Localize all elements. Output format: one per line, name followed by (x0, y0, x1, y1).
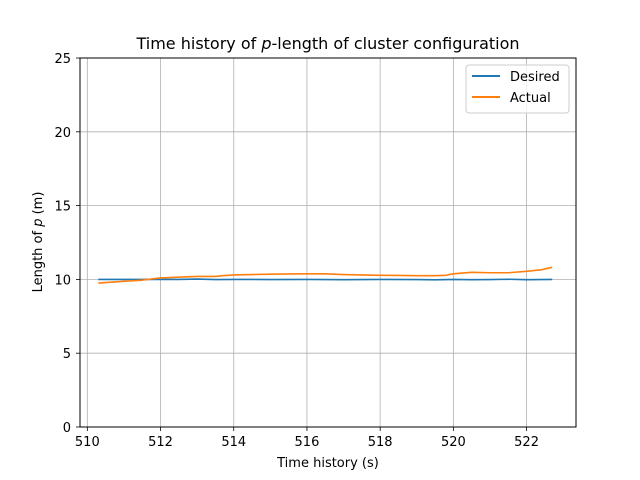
x-axis-label: Time history (s) (276, 456, 379, 471)
y-axis-label: Length of p (m) (31, 192, 46, 293)
y-tick-label: 20 (54, 126, 71, 141)
series-line-actual (98, 266, 553, 284)
y-tick-label: 0 (63, 421, 71, 436)
y-tick-label: 10 (54, 273, 71, 288)
x-tick-label: 512 (148, 435, 173, 450)
series-layer (98, 266, 553, 284)
legend: Desired Actual (465, 64, 570, 114)
x-tick-label: 516 (295, 435, 320, 450)
x-tick-label: 518 (368, 435, 393, 450)
x-tick-label: 514 (221, 435, 246, 450)
y-tick-label: 5 (63, 347, 71, 362)
plot-frame (79, 57, 577, 428)
y-tick-label: 15 (54, 200, 71, 215)
y-tick-label: 25 (54, 52, 71, 67)
x-tick-label: 520 (441, 435, 466, 450)
x-tick-label: 510 (75, 435, 100, 450)
series-line-desired (98, 278, 553, 281)
chart-title: Time history of p-length of cluster conf… (135, 34, 519, 53)
legend-label-desired: Desired (510, 70, 560, 85)
x-tick-label: 522 (514, 435, 539, 450)
legend-label-actual: Actual (510, 91, 551, 106)
